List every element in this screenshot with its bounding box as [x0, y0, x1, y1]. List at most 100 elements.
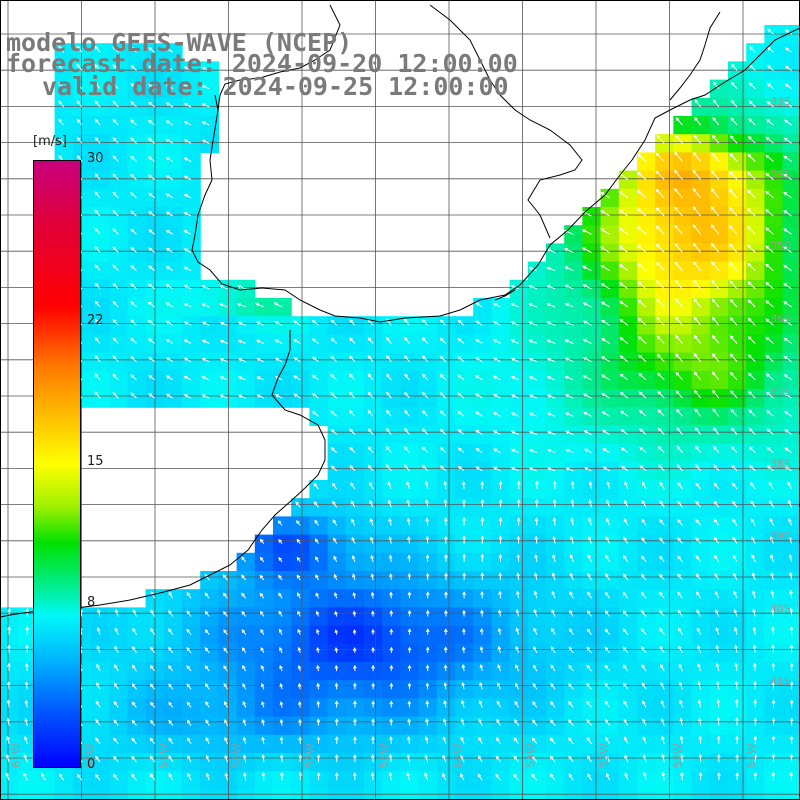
wind-arrow — [205, 701, 210, 708]
wind-arrow-head — [516, 590, 520, 595]
wind-arrow-head — [293, 320, 297, 325]
wind-speed-cell — [655, 789, 674, 800]
wind-speed-cell — [109, 753, 128, 772]
wind-speed-cell — [182, 716, 201, 736]
wind-arrow — [712, 317, 720, 326]
wind-arrow — [331, 465, 338, 472]
wind-arrow-head — [183, 212, 188, 216]
wind-speed-cell — [345, 716, 365, 736]
wind-speed-cell — [564, 662, 583, 681]
wind-arrow — [677, 519, 683, 526]
wind-arrow-head — [697, 681, 702, 686]
wind-speed-cell — [309, 389, 329, 408]
wind-arrow-head — [439, 337, 444, 342]
wind-arrow-head — [348, 391, 353, 396]
wind-arrow — [95, 119, 101, 126]
wind-arrow-head — [711, 134, 716, 139]
wind-speed-cell — [455, 734, 474, 754]
wind-arrow-head — [710, 188, 715, 192]
wind-speed-cell — [673, 625, 693, 645]
wind-speed-cell — [291, 607, 310, 627]
wind-arrow-head — [475, 302, 480, 306]
wind-arrow — [766, 447, 774, 454]
wind-arrow — [712, 335, 720, 344]
wind-arrow — [404, 337, 410, 344]
wind-speed-cell — [455, 607, 474, 627]
wind-arrow-head — [552, 553, 556, 559]
wind-speed-cell — [655, 589, 674, 608]
wind-arrow — [533, 665, 538, 672]
wind-arrow-head — [131, 755, 135, 760]
wind-speed-cell — [491, 298, 511, 317]
wind-arrow — [659, 519, 665, 526]
wind-speed-cell — [746, 498, 765, 517]
wind-arrow-head — [439, 392, 444, 396]
wind-arrow-head — [619, 337, 624, 341]
wind-arrow — [313, 483, 319, 490]
wind-arrow-head — [457, 320, 462, 324]
wind-arrow-head — [600, 338, 605, 342]
coastline-path — [0, 330, 326, 618]
wind-speed-cell — [254, 298, 274, 317]
wind-arrow-head — [367, 446, 372, 451]
wind-arrow-head — [751, 554, 755, 559]
wind-arrow-head — [766, 391, 770, 396]
wind-arrow — [679, 682, 683, 690]
wind-arrow-head — [422, 446, 426, 451]
wind-arrow — [643, 754, 647, 763]
wind-speed-cell — [109, 734, 128, 754]
wind-arrow-head — [712, 408, 717, 413]
wind-speed-cell — [254, 662, 274, 681]
wind-arrow — [767, 28, 774, 35]
wind-speed-cell — [473, 625, 492, 645]
wind-arrow — [765, 300, 774, 308]
wind-arrow — [712, 353, 720, 363]
wind-arrow — [586, 628, 592, 635]
wind-arrow-head — [477, 755, 482, 760]
wind-arrow-head — [765, 263, 770, 268]
wind-arrow — [404, 464, 410, 472]
wind-arrow-head — [713, 500, 718, 505]
wind-arrow-head — [95, 755, 99, 760]
wind-speed-cell — [655, 552, 674, 572]
wind-speed-cell — [491, 607, 511, 627]
wind-arrow-head — [624, 754, 628, 759]
wind-arrow — [475, 375, 483, 381]
wind-arrow-head — [715, 627, 719, 632]
wind-speed-cell — [291, 643, 310, 663]
wind-speed-cell — [691, 207, 711, 226]
wind-arrow — [785, 65, 792, 71]
wind-arrow — [534, 573, 538, 581]
wind-arrow-head — [619, 300, 624, 305]
wind-arrow — [168, 647, 174, 654]
wind-speed-cell — [764, 625, 784, 645]
wind-speed-cell — [564, 753, 583, 772]
wind-arrow — [550, 755, 556, 763]
wind-arrow-head — [389, 628, 394, 633]
wind-arrow-head — [713, 518, 718, 523]
wind-speed-cell — [309, 662, 329, 681]
wind-arrow — [619, 227, 629, 235]
wind-arrow — [623, 701, 629, 708]
wind-arrow — [184, 321, 192, 326]
wind-speed-cell — [691, 97, 711, 117]
wind-arrow — [765, 318, 774, 326]
wind-arrow-head — [204, 665, 209, 670]
wind-arrow-head — [510, 284, 515, 289]
wind-arrow — [641, 610, 647, 617]
wind-arrow-head — [94, 282, 99, 287]
wind-arrow — [783, 228, 792, 235]
wind-speed-cell — [364, 480, 383, 499]
wind-arrow — [784, 429, 792, 435]
wind-speed-cell — [291, 389, 310, 408]
wind-arrow — [148, 356, 156, 363]
wind-speed-cell — [436, 552, 456, 572]
wind-arrow-head — [675, 117, 680, 121]
wind-speed-cell — [728, 571, 747, 590]
wind-arrow — [677, 555, 683, 563]
wind-arrow-head — [168, 772, 172, 777]
wind-arrow — [478, 719, 483, 726]
wind-arrow-head — [222, 574, 227, 578]
wind-arrow-head — [679, 735, 684, 740]
wind-speed-cell — [691, 443, 711, 463]
